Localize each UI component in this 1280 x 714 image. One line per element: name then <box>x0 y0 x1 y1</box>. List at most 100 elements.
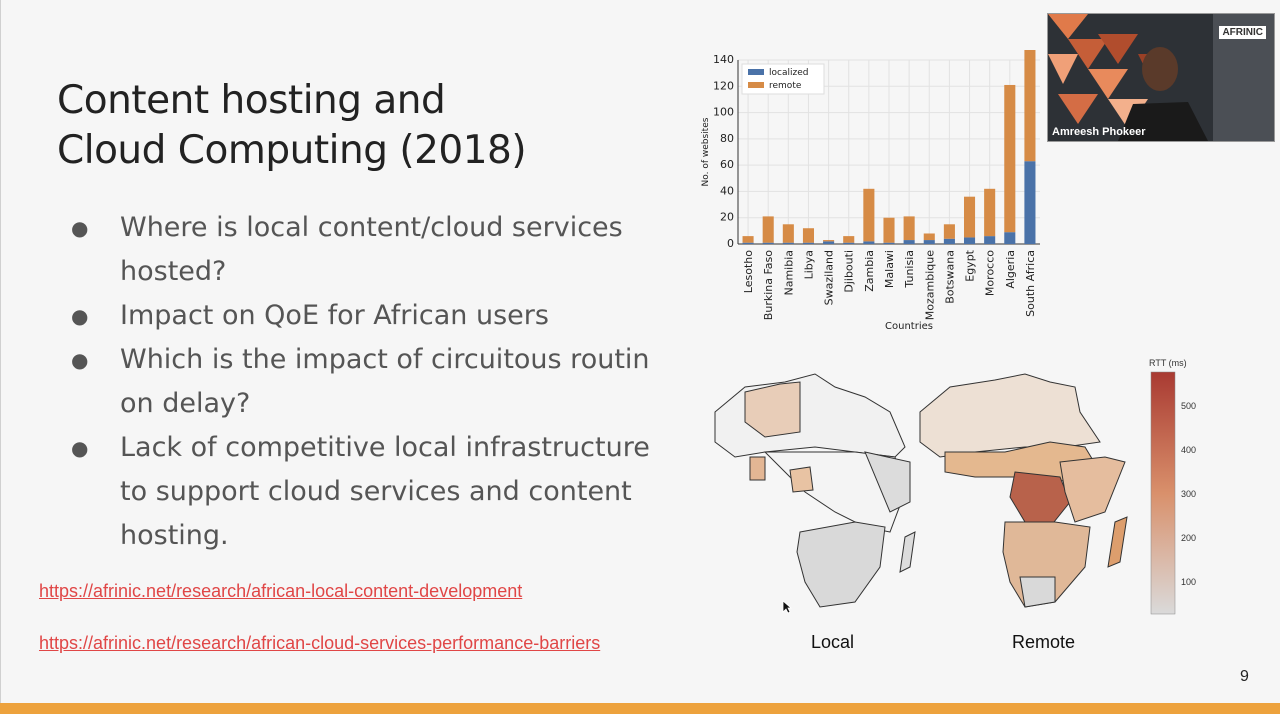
bullet-text: Where is local content/cloud services ho… <box>120 212 623 287</box>
bar-remote <box>903 216 915 241</box>
bar-remote <box>782 224 794 243</box>
bullet-text: Which is the impact of circuitous routin… <box>120 344 650 419</box>
bar-localized <box>823 241 835 244</box>
bullet-dot-icon: ● <box>71 304 89 328</box>
bar-localized <box>843 242 855 244</box>
afrinic-logo: AFRINIC <box>1219 26 1266 39</box>
bar-remote <box>1004 84 1016 233</box>
slide-left-border <box>0 0 1 714</box>
y-tick-label: 100 <box>713 106 734 119</box>
local-map-north <box>714 373 906 458</box>
y-tick-label: 140 <box>713 53 734 66</box>
legend-label-remote: remote <box>769 81 802 91</box>
legend-swatch-localized <box>748 69 764 75</box>
speaker-video-tile[interactable]: AFRINIC Amreesh Phokeer <box>1047 13 1275 142</box>
y-tick-label: 80 <box>720 132 734 145</box>
x-tick-label: Djibouti <box>843 250 856 293</box>
colorbar-tick: 200 <box>1181 533 1196 543</box>
colorbar-gradient <box>1150 371 1176 615</box>
x-tick-label: Malawi <box>883 250 896 288</box>
x-tick-label: Botswana <box>943 250 956 304</box>
bar-localized <box>923 240 935 244</box>
speaker-body <box>1118 102 1208 141</box>
y-tick-label: 40 <box>720 184 734 197</box>
local-map-east <box>864 451 911 513</box>
x-tick-label: Burkina Faso <box>762 250 775 320</box>
bar-remote <box>1024 50 1036 162</box>
colorbar-tick: 300 <box>1181 489 1196 499</box>
remote-map-southafrica <box>1019 576 1056 608</box>
bar-remote <box>923 233 935 241</box>
colorbar-tick: 100 <box>1181 577 1196 587</box>
x-tick-label: Algeria <box>1004 250 1017 289</box>
x-tick-label: Namibia <box>782 250 795 296</box>
bar-localized <box>984 236 996 244</box>
bullet-item: ● Which is the impact of circuitous routi… <box>70 338 680 426</box>
legend-label-localized: localized <box>769 68 808 78</box>
bullet-item: ● Impact on QoE for African users <box>70 294 680 338</box>
bar-localized <box>863 241 875 244</box>
bar-localized <box>762 242 774 244</box>
bar-remote <box>863 188 875 242</box>
x-tick-label: Swaziland <box>823 250 836 305</box>
remote-map-congo <box>1009 471 1071 528</box>
africa-rtt-maps: RTT (ms) 500 400 300 200 100 <box>714 358 1196 615</box>
bar-localized <box>963 237 976 244</box>
title-line-1: Content hosting and <box>57 78 446 123</box>
bullet-dot-icon: ● <box>71 436 89 460</box>
page-number: 9 <box>1240 668 1249 685</box>
colorbar-tick: 500 <box>1181 401 1196 411</box>
speaker-head <box>1142 47 1178 91</box>
title-line-2: Cloud Computing (2018) <box>57 128 527 173</box>
x-tick-label: South Africa <box>1024 250 1037 317</box>
y-tick-label: 20 <box>720 211 734 224</box>
x-tick-label: Mozambique <box>923 250 936 320</box>
local-map-south <box>796 521 886 608</box>
x-tick-label: Morocco <box>984 250 997 296</box>
bar-remote <box>762 216 774 243</box>
remote-map-madagascar <box>1107 516 1128 568</box>
colorbar-tick: 400 <box>1181 445 1196 455</box>
link-cloud-services[interactable]: https://afrinic.net/research/african-clo… <box>39 633 601 653</box>
bar-remote <box>963 196 976 238</box>
bar-remote <box>943 224 955 239</box>
accent-bottom-bar <box>0 703 1280 714</box>
mouse-cursor-icon <box>782 600 792 614</box>
bullet-list: ● Where is local content/cloud services h… <box>70 206 680 558</box>
y-tick-label: 120 <box>713 79 734 92</box>
bar-localized <box>802 242 815 244</box>
x-tick-label: Tunisia <box>903 250 916 289</box>
local-map-madagascar <box>899 531 916 573</box>
colorbar-title: RTT (ms) <box>1149 358 1187 368</box>
bar-remote <box>823 240 835 242</box>
x-tick-label: Libya <box>802 250 815 279</box>
bullet-item: ● Where is local content/cloud services h… <box>70 206 680 294</box>
x-axis-title: Countries <box>885 321 933 332</box>
bar-remote <box>742 236 754 243</box>
x-tick-label: Egypt <box>964 249 977 281</box>
bar-localized <box>883 242 895 244</box>
bullet-dot-icon: ● <box>71 216 89 240</box>
bullet-item: ● Lack of competitive local infrastructur… <box>70 426 680 558</box>
bar-remote <box>843 236 855 243</box>
local-map-highlight-2 <box>789 466 814 493</box>
remote-map-east <box>1059 456 1126 523</box>
bar-localized <box>943 238 955 244</box>
link-local-content[interactable]: https://afrinic.net/research/african-loc… <box>39 581 523 601</box>
bar-localized <box>1004 232 1016 244</box>
local-map-west <box>744 381 801 438</box>
bullet-dot-icon: ● <box>71 348 89 372</box>
x-tick-label: Lesotho <box>742 250 755 293</box>
local-map <box>714 373 916 608</box>
remote-map-label: Remote <box>1012 632 1076 652</box>
bar-remote <box>883 217 895 243</box>
bar-localized <box>742 242 754 244</box>
bar-localized <box>782 242 794 244</box>
y-tick-label: 0 <box>727 237 734 250</box>
legend-swatch-remote <box>748 82 764 88</box>
websites-bar-chart: 0 20 40 60 80 100 120 140 Lesotho Burkina Faso Nam… <box>701 50 1040 332</box>
remote-map-north <box>919 373 1101 458</box>
bar-remote <box>984 188 996 237</box>
x-tick-label: Zambia <box>863 250 876 292</box>
slide-title: Content hosting and Cloud Computing (201… <box>57 76 527 176</box>
